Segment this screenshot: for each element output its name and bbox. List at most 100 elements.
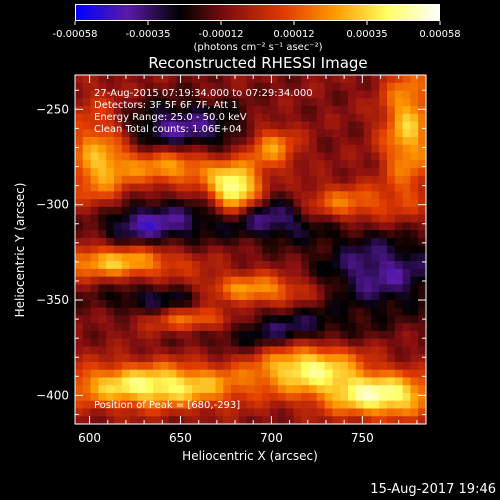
heatmap-cell [199,330,209,340]
heatmap-cell [184,330,193,340]
heatmap-cell [114,152,123,161]
heatmap-cell [394,206,404,216]
heatmap-cell [192,199,201,208]
colorbar-gradient [75,4,440,21]
heatmap-cell [418,361,427,371]
colorbar-tick-label: -0.00058 [53,29,98,40]
heatmap-cell [301,354,310,363]
heatmap-cell [301,299,310,309]
heatmap-cell [199,199,209,208]
heatmap-cell [121,268,131,278]
heatmap-cell [199,284,209,293]
heatmap-cell [332,137,341,146]
heatmap-cell [348,330,357,340]
heatmap-cell [301,113,310,123]
heatmap-cell [192,106,201,115]
heatmap-cell [145,160,154,169]
heatmap-cell [371,90,380,99]
heatmap-cell [215,284,224,293]
heatmap-cell [98,137,107,146]
heatmap-cell [285,98,294,107]
heatmap-cell [176,230,185,239]
heatmap-cell [168,129,177,138]
heatmap-cell [207,90,216,99]
heatmap-cell [199,90,209,99]
heatmap-cell [238,183,248,192]
heatmap-cell [254,168,263,177]
heatmap-cell [215,222,224,231]
heatmap-cell [254,323,263,332]
heatmap-cell [301,82,310,92]
heatmap-cell [324,253,333,262]
heatmap-cell [114,385,123,394]
heatmap-cell [254,175,263,185]
heatmap-cell [199,98,209,107]
heatmap-cell [98,183,107,192]
colorbar-tick-label: -0.00012 [199,29,244,40]
heatmap-cell [309,268,318,278]
heatmap-cell [231,183,240,192]
heatmap-cell [176,408,185,417]
heatmap-cell [176,82,185,92]
heatmap-cell [145,144,154,154]
heatmap-cell [324,261,333,270]
heatmap-cell [75,330,84,340]
heatmap-cell [285,385,294,394]
heatmap-cell [332,214,341,223]
heatmap-cell [418,400,427,410]
heatmap-cell [90,408,99,417]
heatmap-cell [410,121,419,130]
heatmap-cell [324,75,333,84]
heatmap-cell [301,369,310,379]
heatmap-cell [184,385,193,394]
heatmap-cell [262,106,271,115]
heatmap-cell [192,276,201,285]
heatmap-cell [355,284,365,293]
heatmap-cell [168,183,177,192]
heatmap-cell [137,346,146,355]
heatmap-cell [114,129,123,138]
heatmap-cell [379,206,388,216]
heatmap-cell [301,276,310,285]
heatmap-cell [402,168,411,177]
heatmap-cell [254,338,263,348]
heatmap-cell [98,323,107,332]
heatmap-cell [223,377,232,386]
heatmap-cell [324,416,333,425]
heatmap-cell [168,392,177,402]
heatmap-cell [106,106,115,115]
heatmap-cell [98,113,107,123]
heatmap-cell [285,129,294,138]
heatmap-cell [309,369,318,379]
heatmap-cell [184,361,193,371]
heatmap-cell [324,160,333,169]
heatmap-cell [355,377,365,386]
heatmap-cell [316,183,326,192]
heatmap-cell [262,206,271,216]
heatmap-cell [246,152,255,161]
heatmap-cell [145,369,154,379]
heatmap-cell [355,137,365,146]
heatmap-cell [316,276,326,285]
heatmap-cell [238,245,248,254]
heatmap-cell [332,113,341,123]
heatmap-cell [348,191,357,200]
heatmap-cell [277,106,287,115]
heatmap-cell [114,268,123,278]
heatmap-cell [137,222,146,231]
heatmap-cell [418,354,427,363]
heatmap-cell [114,90,123,99]
heatmap-cell [90,98,99,107]
heatmap-cell [199,245,209,254]
heatmap-cell [215,253,224,262]
heatmap-cell [121,385,131,394]
heatmap-cell [270,160,279,169]
heatmap-cell [301,385,310,394]
heatmap-cell [90,82,99,92]
heatmap-cell [355,152,365,161]
heatmap-cell [277,385,287,394]
heatmap-cell [129,361,138,371]
heatmap-cell [168,330,177,340]
heatmap-cell [75,338,84,348]
heatmap-cell [332,307,341,317]
